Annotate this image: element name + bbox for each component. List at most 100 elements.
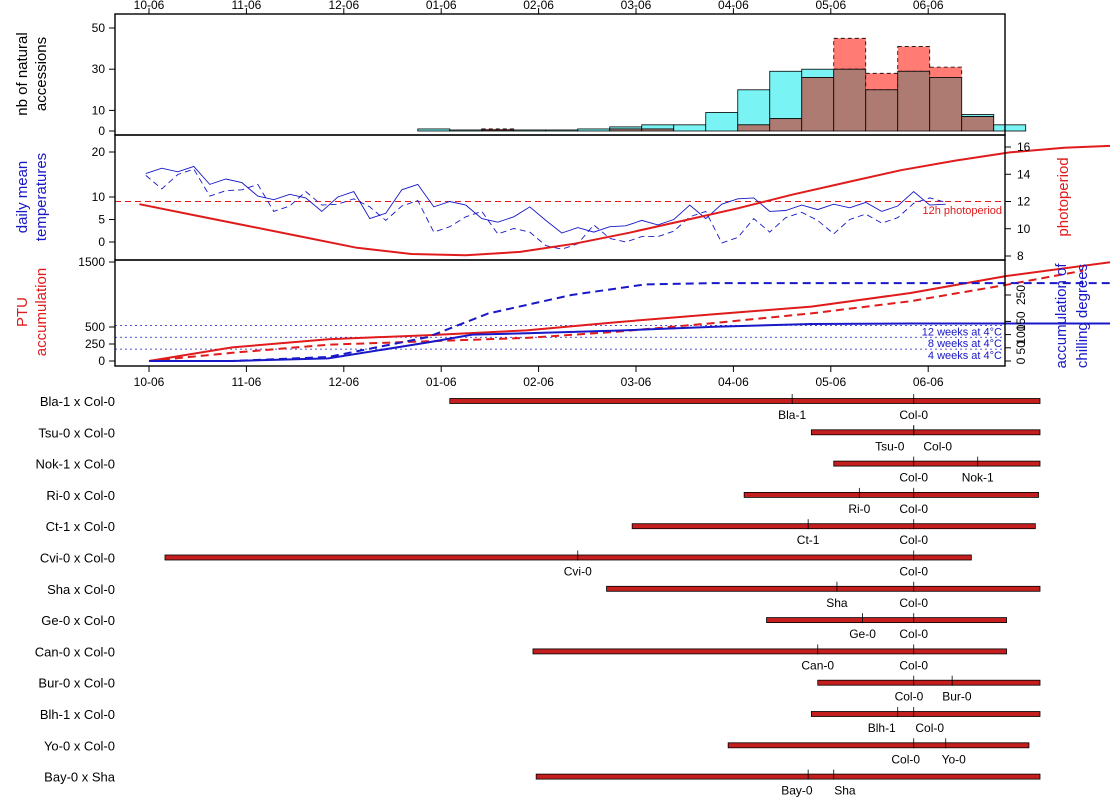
cross-range-bar (606, 585, 1041, 592)
temperature-line-solid (145, 165, 946, 234)
photoperiod-y-tick-label: 8 (1017, 249, 1024, 263)
histogram-bar (673, 124, 707, 132)
parent-label: Col-0 (899, 565, 928, 579)
temperature-y-label-line2: temperatures (33, 153, 50, 241)
photoperiod-y-tick-label: 14 (1017, 167, 1031, 181)
cross-range-bar (766, 617, 1007, 623)
chilling-y-tick-label: 150 (1014, 311, 1028, 331)
chilling-y-label-line1: accumulation of (1053, 263, 1070, 369)
cross-range-bar (743, 491, 1039, 498)
histogram-bar-overlap (737, 124, 771, 132)
histogram-bar (833, 37, 867, 70)
histogram-bar-overlap (929, 77, 963, 132)
histogram-bar (577, 128, 611, 132)
parent-label: Sha (834, 784, 856, 798)
parent-label: Ri-0 (848, 502, 870, 516)
parent-label: Col-0 (899, 596, 928, 610)
temperature-y-label-line1: daily mean (14, 161, 31, 234)
ptu-y-tick-label: 1500 (78, 255, 105, 269)
parent-label: Nok-1 (962, 471, 994, 485)
bottom-axis-tick-label: 02-06 (523, 375, 554, 389)
temperature-line-dashed (145, 168, 946, 250)
cross-range-bar (164, 554, 972, 561)
histogram-bar-overlap (961, 116, 995, 132)
temperature-y-tick-label: 0 (98, 235, 105, 249)
parent-label: Can-0 (801, 658, 834, 672)
cross-range-bar (833, 460, 1041, 467)
chilling-reference-label: 12 weeks at 4°C (922, 326, 1002, 338)
photoperiod-annotation: 12h photoperiod (922, 205, 1002, 217)
ptu-y-label-line1: PTU (14, 297, 31, 327)
parent-label: Blh-1 (868, 721, 896, 735)
bottom-axis-tick-label: 10-06 (134, 375, 165, 389)
cross-row-label: Sha x Col-0 (47, 582, 115, 597)
bottom-axis-tick-label: 11-06 (231, 375, 261, 389)
histogram-bar (769, 70, 803, 120)
histogram-bar (737, 89, 771, 126)
cross-row-label: Yo-0 x Col-0 (44, 738, 115, 753)
parent-label: Ct-1 (797, 533, 820, 547)
cross-range-bar (631, 523, 1036, 530)
parent-label: Bla-1 (778, 408, 806, 422)
cross-row-label: Blh-1 x Col-0 (40, 707, 115, 722)
histogram-bar (449, 129, 483, 132)
bottom-axis-tick-label: 01-06 (426, 375, 457, 389)
cross-range-bar (817, 679, 1041, 686)
histogram-y-tick-label: 0 (98, 124, 105, 138)
histogram-bar (417, 128, 451, 132)
histogram-bar-overlap (833, 68, 867, 132)
cross-range-bar (810, 711, 1041, 717)
parent-label: Col-0 (899, 627, 928, 641)
parent-label: Col-0 (899, 533, 928, 547)
top-axis-tick-label: 03-06 (621, 0, 652, 12)
cross-row-label: Can-0 x Col-0 (35, 644, 115, 659)
histogram-bar (705, 112, 739, 132)
red-dashed-accumulation-line (148, 269, 1084, 362)
parent-label: Col-0 (895, 690, 924, 704)
histogram-bar (929, 66, 963, 78)
cross-row-label: Bay-0 x Sha (44, 770, 116, 785)
histogram-bar-overlap (769, 118, 803, 132)
cross-range-bar (810, 429, 1041, 436)
blue-dashed-accumulation-line (149, 282, 1110, 362)
parent-label: Col-0 (891, 752, 920, 766)
cross-row-label: Tsu-0 x Col-0 (38, 425, 115, 440)
ptu-y-tick-label: 0 (98, 354, 105, 368)
histogram-bar-overlap (897, 70, 931, 132)
photoperiod-curve (139, 144, 1110, 257)
top-axis-tick-label: 04-06 (718, 0, 749, 12)
parent-label: Yo-0 (942, 752, 967, 766)
parent-label: Bur-0 (942, 690, 972, 704)
temperature-y-tick-label: 10 (92, 190, 106, 204)
histogram-bar (545, 129, 579, 132)
temperature-panel-frame (114, 134, 1006, 261)
top-axis-tick-label: 05-06 (815, 0, 846, 12)
cross-row-label: Ri-0 x Col-0 (46, 488, 115, 503)
top-axis-tick-label: 10-06 (134, 0, 165, 12)
parent-label: Col-0 (915, 721, 944, 735)
parent-label: Sha (826, 596, 848, 610)
chilling-y-tick-label: 250 (1014, 285, 1028, 305)
top-axis-tick-label: 12-06 (328, 0, 359, 12)
chilling-y-tick-label: 100 (1014, 324, 1028, 344)
cross-range-bar (532, 648, 1007, 655)
top-axis-tick-label: 02-06 (523, 0, 554, 12)
chilling-y-tick-label: 0 (1014, 357, 1028, 364)
top-axis-tick-label: 06-06 (913, 0, 944, 12)
histogram-bar (801, 68, 835, 78)
chilling-reference-label: 8 weeks at 4°C (928, 338, 1002, 350)
parent-label: Col-0 (923, 439, 952, 453)
cross-row-label: Bur-0 x Col-0 (38, 676, 115, 691)
cross-row-label: Ge-0 x Col-0 (41, 613, 115, 628)
histogram-y-tick-label: 10 (92, 103, 106, 117)
cross-row-label: Bla-1 x Col-0 (40, 394, 115, 409)
histogram-bar (865, 72, 899, 91)
histogram-bar (993, 124, 1027, 132)
histogram-bar-overlap (641, 128, 675, 132)
cross-row-label: Cvi-0 x Col-0 (40, 551, 115, 566)
red-solid-accumulation-line (148, 261, 1110, 362)
cross-range-bar (535, 773, 1041, 780)
cross-row-label: Ct-1 x Col-0 (46, 519, 115, 534)
histogram-bar-overlap (801, 77, 835, 132)
